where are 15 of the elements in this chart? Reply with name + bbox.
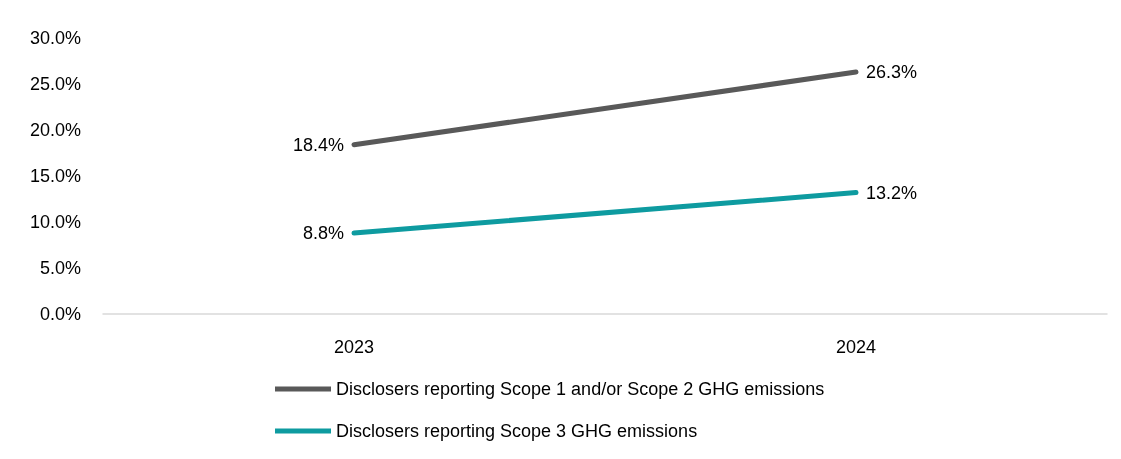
- data-label: 26.3%: [866, 62, 918, 83]
- y-tick-label: 20.0%: [29, 120, 81, 140]
- data-label: 8.8%: [302, 223, 344, 244]
- y-tick-label: 10.0%: [29, 212, 81, 232]
- y-tick-label: 30.0%: [29, 28, 81, 48]
- x-tick-label: 2023: [333, 337, 375, 357]
- x-tick-label: 2024: [835, 337, 877, 357]
- y-tick-label: 25.0%: [29, 74, 81, 94]
- y-tick-label: 5.0%: [39, 258, 81, 278]
- legend-label: Disclosers reporting Scope 1 and/or Scope 2 GHG emissions: [336, 379, 825, 399]
- legend-label: Disclosers reporting Scope 3 GHG emissions: [336, 421, 698, 441]
- data-label: 13.2%: [866, 182, 918, 203]
- data-label: 18.4%: [292, 134, 344, 155]
- y-tick-label: 15.0%: [29, 166, 81, 186]
- y-tick-label: 0.0%: [39, 304, 81, 324]
